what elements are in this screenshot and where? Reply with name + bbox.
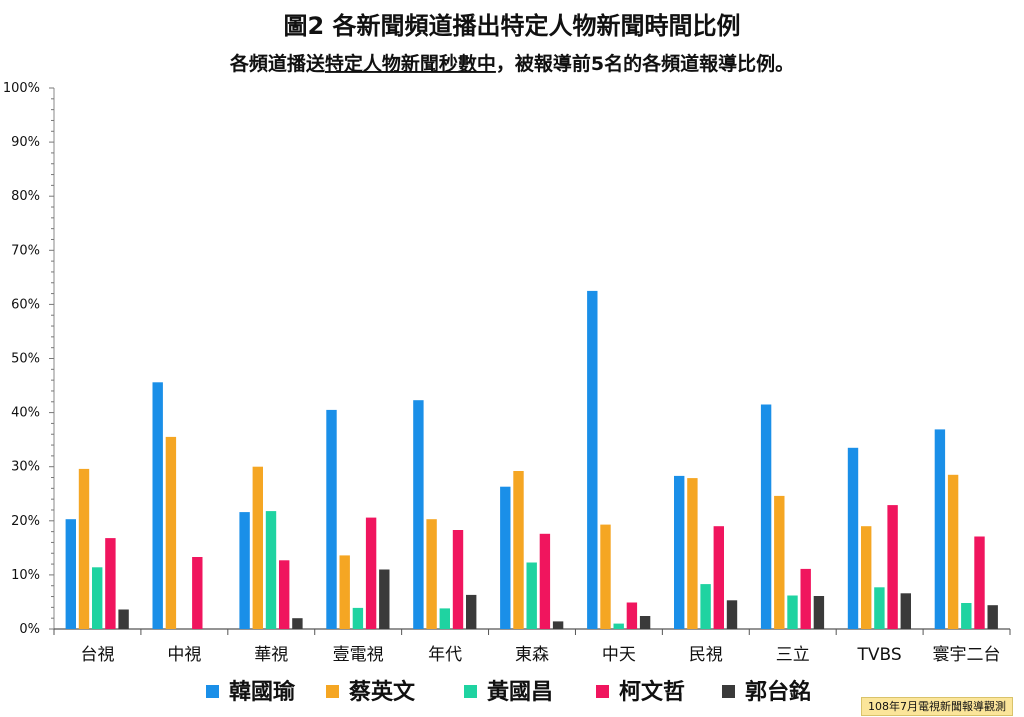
legend-label: 柯文哲 — [619, 679, 685, 705]
x-tick-label: 壹電視 — [333, 645, 384, 665]
x-tick-label: 寰宇二台 — [933, 644, 1001, 665]
chart-title: 圖2 各新聞頻道播出特定人物新聞時間比例 — [283, 12, 740, 40]
bar-韓國瑜-民視 — [674, 475, 685, 629]
bar-黃國昌-民視 — [700, 584, 711, 629]
x-tick-label: 三立 — [776, 645, 810, 665]
bar-郭台銘-中天 — [639, 616, 651, 629]
x-tick-label: 東森 — [515, 645, 549, 665]
x-tick-label: 年代 — [428, 645, 462, 665]
legend-swatch — [722, 685, 735, 698]
bar-韓國瑜-寰宇二台 — [934, 429, 946, 629]
bar-蔡英文-華視 — [252, 466, 263, 629]
bar-柯文哲-中天 — [626, 602, 638, 629]
bar-蔡英文-東森 — [513, 471, 524, 629]
bar-郭台銘-寰宇二台 — [987, 605, 998, 629]
legend-label: 郭台銘 — [745, 679, 811, 705]
legend: 韓國瑜 蔡英文 黃國昌 柯文哲 郭台銘 — [206, 679, 811, 705]
bar-韓國瑜-台視 — [65, 519, 76, 629]
bar-韓國瑜-中天 — [587, 290, 598, 629]
bar-柯文哲-東森 — [539, 533, 551, 629]
subtitle-prefix: 各頻道播送 — [229, 52, 326, 75]
bar-黃國昌-TVBS — [874, 587, 885, 629]
x-tick-label: 台視 — [80, 645, 114, 665]
bar-黃國昌-三立 — [787, 595, 798, 629]
legend-label: 蔡英文 — [348, 679, 416, 705]
bar-郭台銘-TVBS — [900, 593, 911, 629]
y-tick-label: 50% — [11, 352, 40, 367]
bar-蔡英文-TVBS — [861, 526, 872, 629]
bar-柯文哲-寰宇二台 — [974, 536, 985, 629]
y-tick-label: 70% — [11, 243, 40, 258]
bar-黃國昌-台視 — [92, 567, 103, 629]
bar-黃國昌-寰宇二台 — [961, 603, 972, 629]
subtitle-underlined: 特定人物新聞秒數中 — [325, 52, 496, 75]
bar-郭台銘-民視 — [726, 600, 738, 629]
y-tick-label: 40% — [11, 406, 40, 421]
bar-柯文哲-華視 — [279, 560, 290, 629]
legend-label: 韓國瑜 — [229, 679, 296, 705]
bar-蔡英文-壹電視 — [339, 555, 350, 629]
source-badge: 108年7月電視新聞報導觀測 — [861, 697, 1013, 716]
legend-label: 黃國昌 — [487, 679, 553, 705]
y-tick-label: 80% — [11, 189, 40, 204]
y-tick-label: 0% — [19, 622, 40, 637]
bar-柯文哲-TVBS — [887, 505, 898, 629]
bar-郭台銘-壹電視 — [379, 569, 390, 629]
bar-柯文哲-三立 — [800, 568, 811, 629]
y-tick-label: 90% — [11, 135, 40, 150]
x-tick-label: 中天 — [602, 645, 636, 665]
bar-黃國昌-壹電視 — [352, 607, 364, 629]
bar-韓國瑜-TVBS — [847, 447, 859, 629]
subtitle-suffix: ，被報導前5名的各頻道報導比例。 — [496, 52, 794, 75]
y-tick-label: 60% — [11, 297, 40, 312]
bar-韓國瑜-華視 — [239, 512, 250, 629]
bar-韓國瑜-東森 — [500, 486, 511, 629]
x-tick-label: 中視 — [167, 645, 201, 665]
y-tick-label: 30% — [11, 460, 40, 475]
bar-柯文哲-年代 — [452, 530, 464, 629]
bar-蔡英文-寰宇二台 — [947, 474, 959, 629]
bar-郭台銘-年代 — [466, 594, 477, 629]
x-tick-label: 民視 — [689, 645, 723, 665]
legend-swatch — [206, 685, 219, 698]
bar-蔡英文-台視 — [78, 468, 90, 629]
x-tick-label: 華視 — [254, 645, 288, 665]
bar-韓國瑜-中視 — [152, 382, 163, 629]
bar-柯文哲-民視 — [713, 526, 724, 629]
bar-韓國瑜-年代 — [413, 400, 424, 629]
bar-蔡英文-民視 — [687, 478, 698, 629]
bar-韓國瑜-壹電視 — [326, 409, 337, 629]
bar-黃國昌-東森 — [526, 562, 537, 629]
bar-黃國昌-中天 — [613, 623, 624, 629]
bar-蔡英文-年代 — [426, 519, 437, 629]
bar-郭台銘-三立 — [813, 596, 825, 629]
bar-郭台銘-台視 — [118, 609, 129, 629]
bar-蔡英文-中視 — [165, 436, 177, 629]
legend-swatch — [326, 685, 339, 698]
legend-swatch — [464, 685, 477, 698]
bar-蔡英文-中天 — [600, 524, 611, 629]
x-tick-label: TVBS — [857, 645, 902, 665]
bar-柯文哲-中視 — [192, 557, 203, 629]
y-tick-label: 20% — [11, 514, 40, 529]
bar-郭台銘-華視 — [292, 618, 303, 629]
bar-韓國瑜-三立 — [760, 404, 772, 629]
bars — [65, 290, 998, 629]
bar-柯文哲-台視 — [105, 538, 116, 629]
bar-黃國昌-華視 — [265, 511, 277, 629]
bar-黃國昌-年代 — [439, 608, 450, 629]
y-tick-label: 10% — [11, 568, 40, 583]
y-tick-label: 100% — [3, 81, 40, 96]
chart-subtitle: 各頻道播送特定人物新聞秒數中，被報導前5名的各頻道報導比例。 — [229, 52, 794, 75]
bar-蔡英文-三立 — [774, 495, 785, 629]
legend-swatch — [596, 685, 609, 698]
bar-柯文哲-壹電視 — [365, 517, 377, 629]
bar-郭台銘-東森 — [552, 621, 564, 629]
